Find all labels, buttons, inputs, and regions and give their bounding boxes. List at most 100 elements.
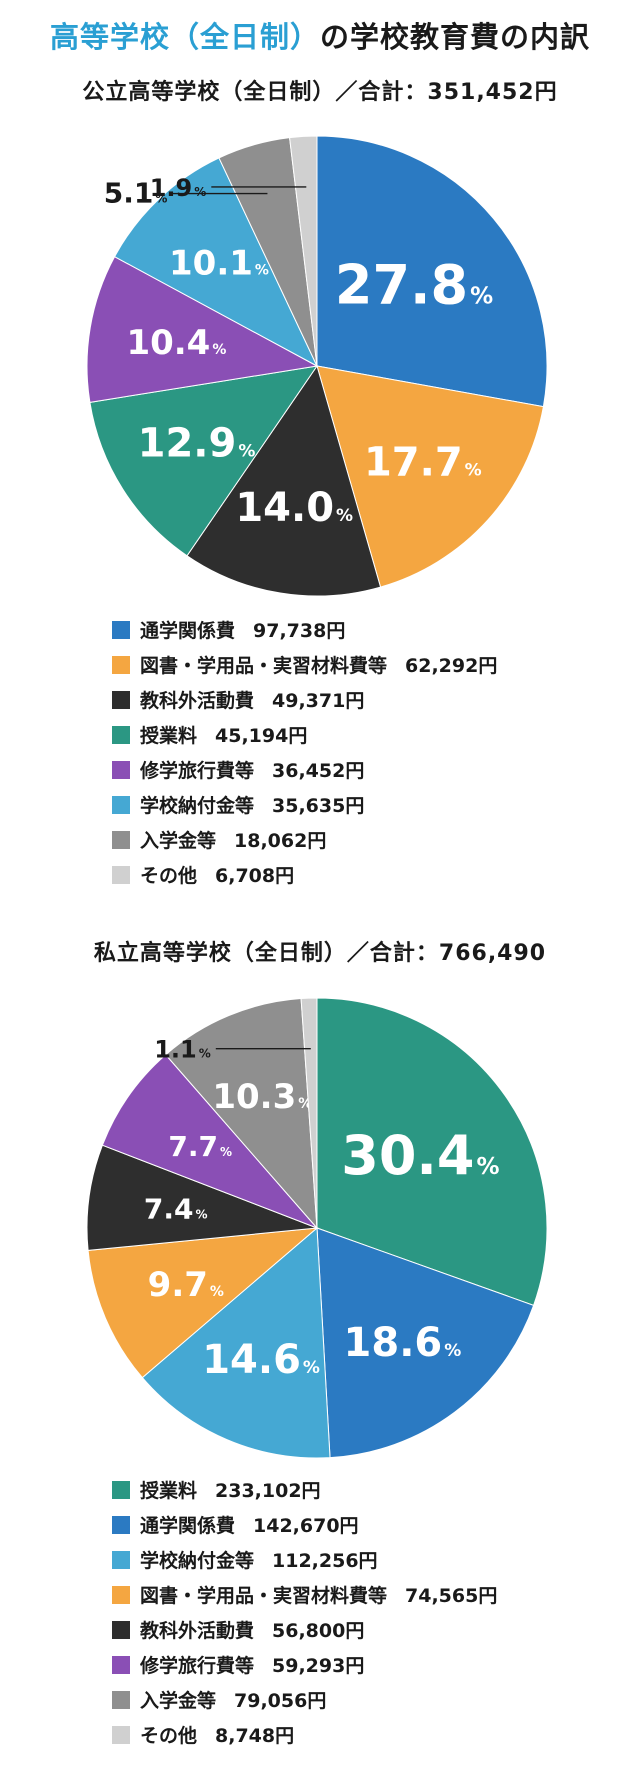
public-legend-swatch [112, 655, 130, 674]
private-slice-6 [165, 998, 318, 1230]
public-legend-item: 図書・学用品・実習材料費等 62,292円 [112, 647, 497, 682]
public-slice-label-5: 10.1% [169, 243, 269, 283]
public-slice-4 [86, 256, 319, 403]
private-slice-label-6: 10.3% [212, 1077, 312, 1117]
public-slice-0 [316, 135, 548, 408]
page-title: 高等学校（全日制）の学校教育費の内訳 [0, 14, 640, 56]
public-slice-label-2: 14.0% [235, 485, 353, 531]
public-legend-amount: 6,708円 [215, 865, 295, 887]
private-slice-label-2: 14.6% [202, 1337, 320, 1383]
public-slice-label-4: 10.4% [126, 323, 226, 363]
private-slice-label-3: 9.7% [148, 1265, 224, 1305]
private-legend-label: その他 [140, 1725, 198, 1747]
public-slice-5 [113, 157, 319, 368]
private-slice-7 [300, 997, 318, 1229]
private-chart-title: 私立高等学校（全日制）／合計：766,490 [93, 941, 547, 966]
private-slice-0 [316, 997, 548, 1307]
private-legend: 授業料 233,102円通学関係費 142,670円学校納付金等 112,256円図書… [112, 1472, 497, 1752]
private-slice-2 [141, 1226, 331, 1459]
public-legend-amount: 45,194円 [215, 725, 308, 747]
private-slice-label-0: 30.4% [341, 1124, 499, 1187]
public-legend-label: 図書・学用品・実習材料費等 [140, 655, 388, 677]
private-legend-amount: 79,056円 [234, 1690, 327, 1712]
private-legend-item: 学校納付金等 112,256円 [112, 1542, 497, 1577]
private-legend-item: 修学旅行費等 59,293円 [112, 1647, 497, 1682]
public-legend-item: 教科外活動費 49,371円 [112, 682, 497, 717]
public-slice-1 [316, 365, 544, 588]
public-legend-swatch [112, 620, 130, 639]
public-legend: 通学関係費 97,738円図書・学用品・実習材料費等 62,292円教科外活動費 49… [112, 612, 497, 892]
private-slice-4 [86, 1144, 318, 1251]
public-legend-swatch [112, 795, 130, 814]
private-legend-label: 入学金等 [140, 1690, 217, 1712]
public-legend-swatch [112, 865, 130, 884]
private-legend-label: 授業料 [140, 1480, 198, 1502]
private-legend-label: 教科外活動費 [140, 1620, 255, 1642]
public-legend-item: 授業料 45,194円 [112, 717, 497, 752]
public-slice-label-6: 5.1% [104, 177, 168, 210]
public-legend-label: 修学旅行費等 [140, 760, 255, 782]
private-legend-label: 通学関係費 [140, 1515, 236, 1537]
private-slice-5 [101, 1054, 318, 1229]
private-slice-label-7: 1.1% [154, 1036, 211, 1064]
public-slice-label-0: 27.8% [335, 254, 493, 317]
private-legend-swatch [112, 1550, 130, 1569]
public-chart-title: 公立高等学校（全日制）／合計：351,452円 [82, 80, 558, 105]
public-slice-label-1: 17.7% [364, 440, 482, 486]
public-legend-amount: 18,062円 [234, 830, 327, 852]
public-slice-label-3: 12.9% [138, 420, 256, 466]
private-legend-amount: 233,102円 [215, 1480, 321, 1502]
public-legend-item: その他 6,708円 [112, 857, 497, 892]
public-legend-amount: 97,738円 [253, 620, 346, 642]
private-legend-swatch [112, 1655, 130, 1674]
public-legend-swatch [112, 830, 130, 849]
private-pie-chart: 30.4% 18.6 % 14.6 % 9.7 % 7.4 % 7.7 % 10.3 %1.1% [86, 997, 548, 1459]
private-slice-label-4: 7.4% [144, 1193, 208, 1226]
private-legend-item: 入学金等 79,056円 [112, 1682, 497, 1717]
public-legend-amount: 35,635円 [272, 795, 365, 817]
public-legend-amount: 49,371円 [272, 690, 365, 712]
public-legend-label: 教科外活動費 [140, 690, 255, 712]
public-legend-label: 学校納付金等 [140, 795, 255, 817]
private-legend-amount: 59,293円 [272, 1655, 365, 1677]
private-legend-amount: 112,256円 [272, 1550, 378, 1572]
private-legend-item: 通学関係費 142,670円 [112, 1507, 497, 1542]
public-legend-label: 通学関係費 [140, 620, 236, 642]
private-legend-amount: 74,565円 [405, 1585, 498, 1607]
private-legend-swatch [112, 1690, 130, 1709]
public-slice-3 [89, 365, 319, 557]
private-slice-1 [316, 1227, 535, 1459]
public-legend-swatch [112, 690, 130, 709]
private-slice-label-5: 7.7% [168, 1130, 232, 1163]
public-legend-item: 修学旅行費等 36,452円 [112, 752, 497, 787]
private-legend-item: その他 8,748円 [112, 1717, 497, 1752]
private-legend-swatch [112, 1725, 130, 1744]
private-slice-3 [87, 1227, 319, 1379]
page-title-accent: 高等学校（全日制） [49, 20, 320, 54]
private-legend-item: 授業料 233,102円 [112, 1472, 497, 1507]
private-legend-label: 修学旅行費等 [140, 1655, 255, 1677]
public-pie-chart: 27.8% 17.7 %14.0 % 12.9 % 10.4 % 10.1 %5.1 %1.9% [86, 135, 548, 597]
public-legend-swatch [112, 725, 130, 744]
page-title-rest: の学校教育費の内訳 [320, 20, 591, 54]
public-slice-2 [186, 364, 382, 597]
public-legend-amount: 36,452円 [272, 760, 365, 782]
private-legend-label: 学校納付金等 [140, 1550, 255, 1572]
private-legend-label: 図書・学用品・実習材料費等 [140, 1585, 388, 1607]
private-legend-amount: 56,800円 [272, 1620, 365, 1642]
private-legend-amount: 142,670円 [253, 1515, 359, 1537]
public-legend-label: その他 [140, 865, 198, 887]
public-legend-label: 授業料 [140, 725, 198, 747]
private-legend-amount: 8,748円 [215, 1725, 295, 1747]
public-slice-7 [289, 135, 318, 367]
private-legend-swatch [112, 1480, 130, 1499]
private-legend-item: 教科外活動費 56,800円 [112, 1612, 497, 1647]
public-legend-amount: 62,292円 [405, 655, 498, 677]
private-legend-item: 図書・学用品・実習材料費等 74,565円 [112, 1577, 497, 1612]
private-legend-swatch [112, 1515, 130, 1534]
public-legend-item: 入学金等 18,062円 [112, 822, 497, 857]
public-legend-item: 通学関係費 97,738円 [112, 612, 497, 647]
public-legend-label: 入学金等 [140, 830, 217, 852]
public-slice-label-7: 1.9% [150, 174, 207, 202]
public-legend-item: 学校納付金等 35,635円 [112, 787, 497, 822]
